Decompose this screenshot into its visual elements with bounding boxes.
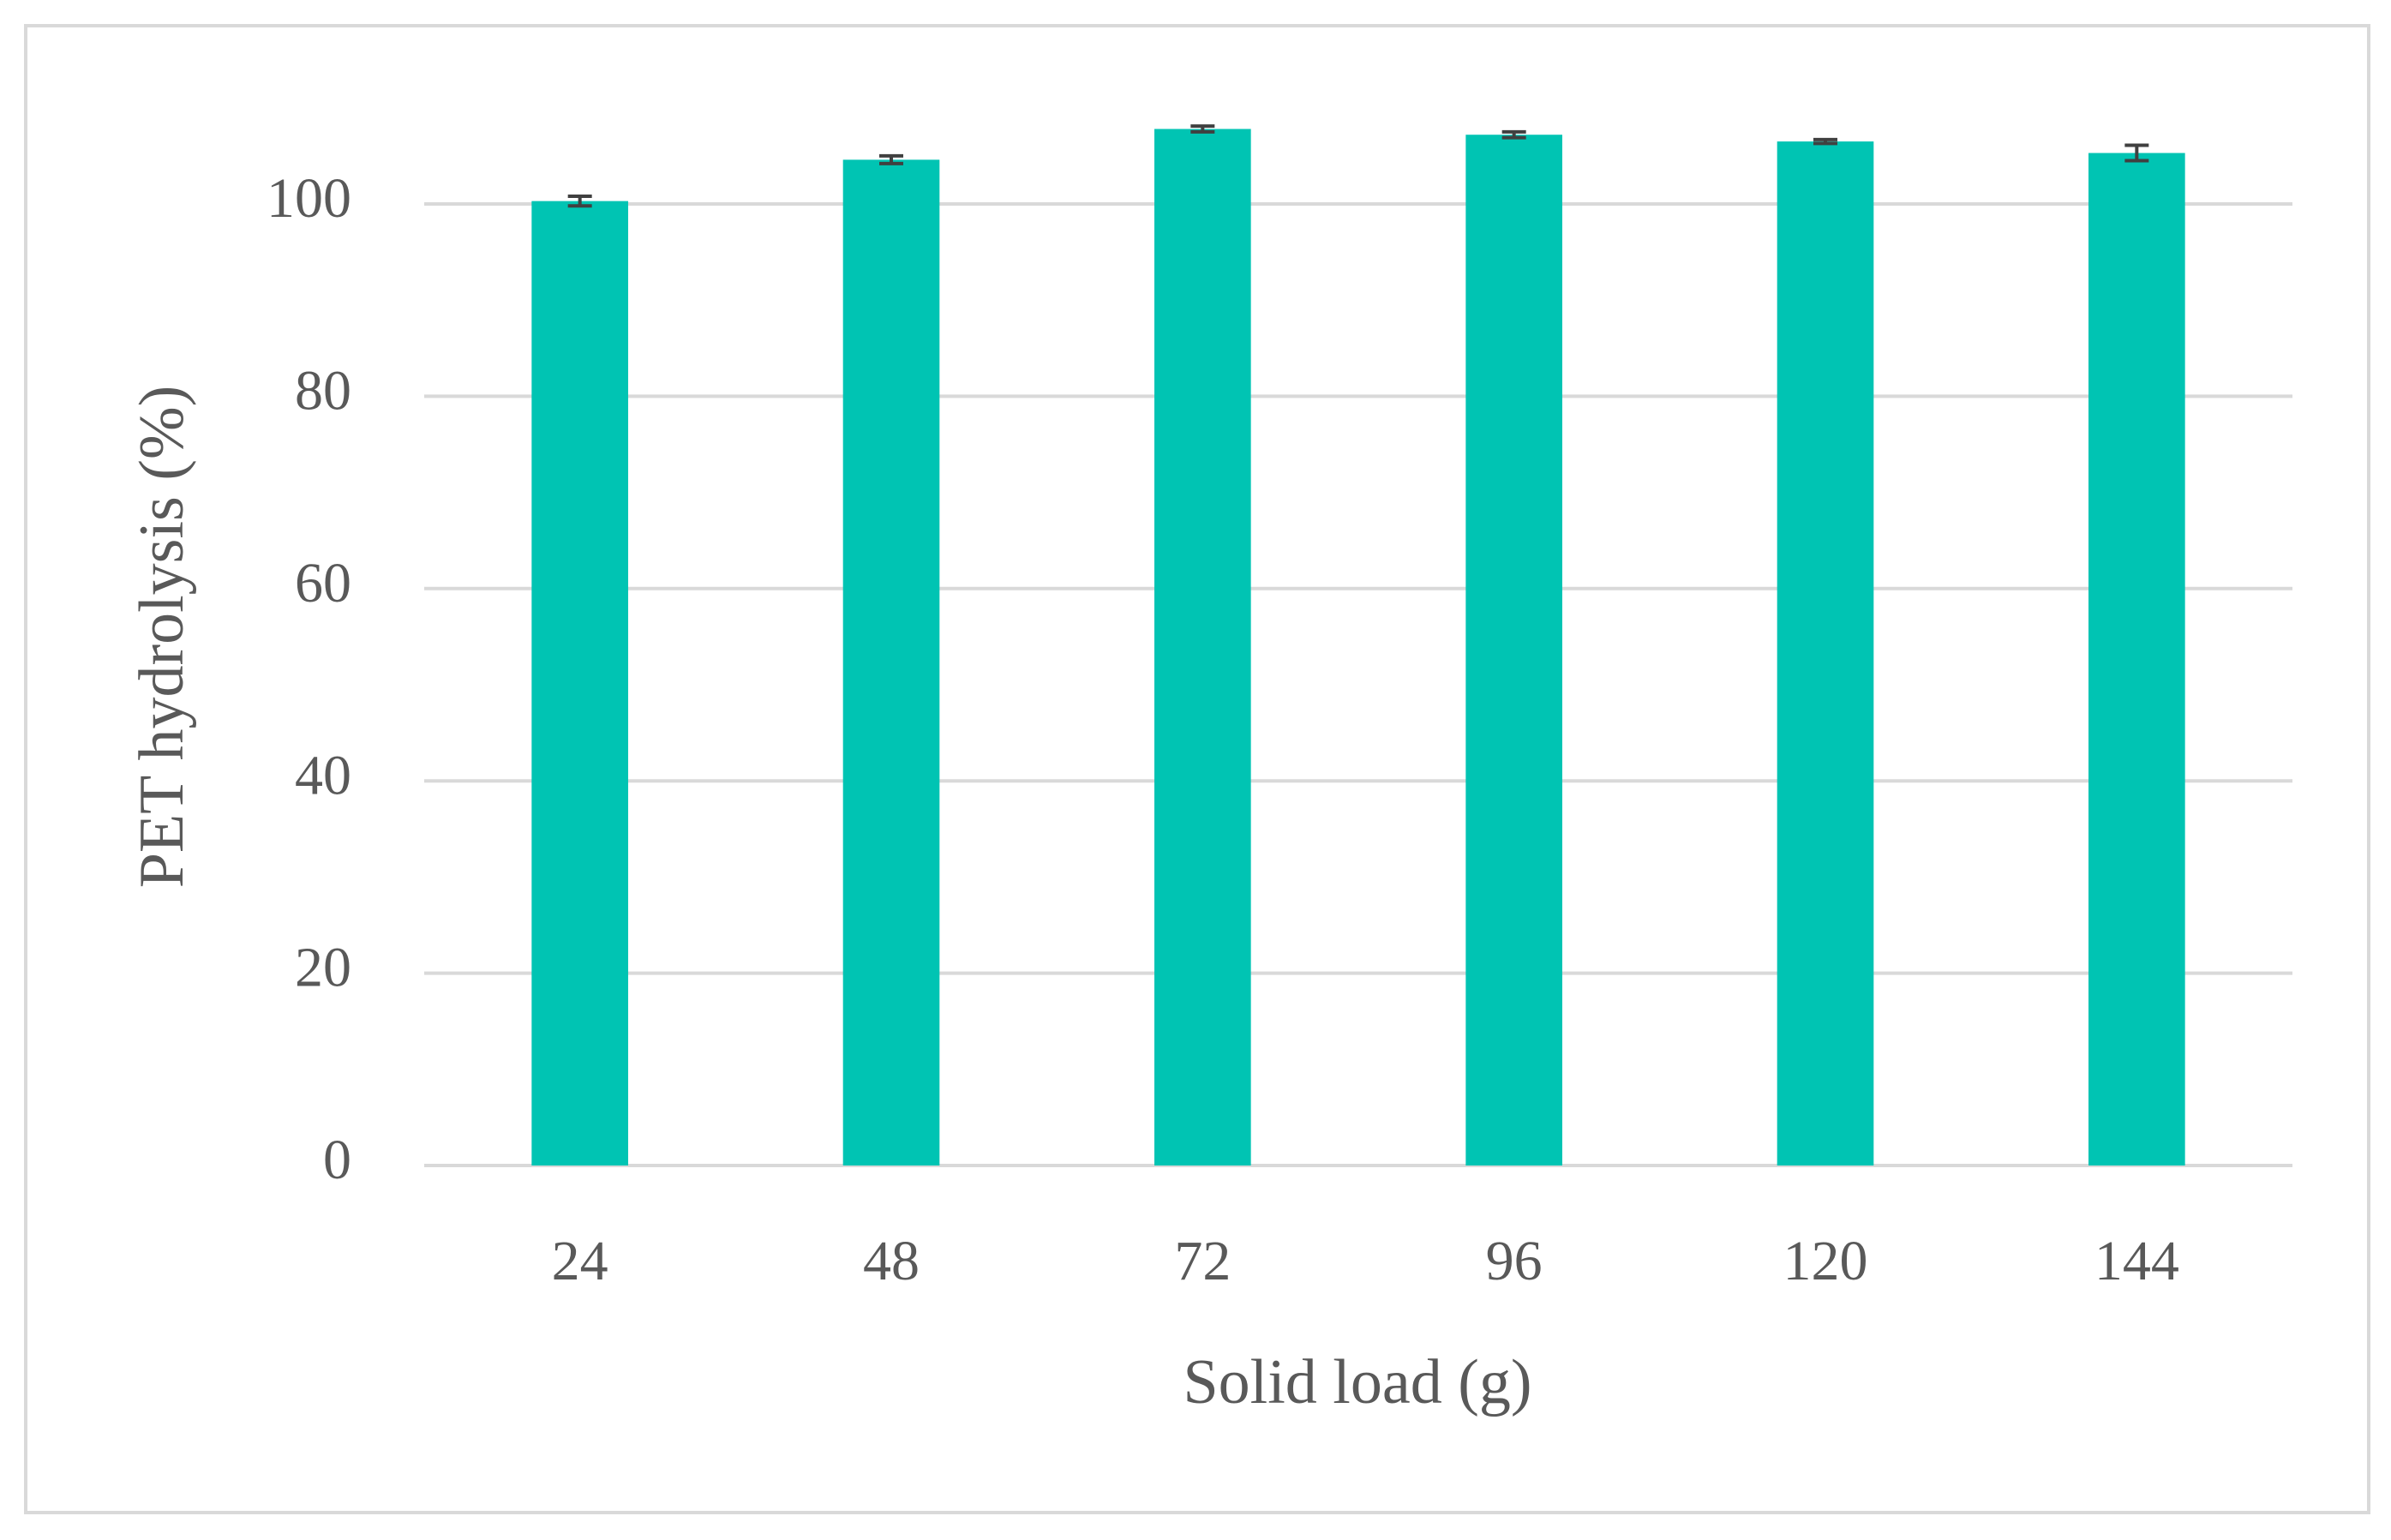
x-tick-label: 24 bbox=[552, 1230, 608, 1292]
x-tick-label: 120 bbox=[1783, 1230, 1868, 1292]
y-tick-label: 20 bbox=[295, 937, 351, 999]
error-bar bbox=[2124, 143, 2149, 163]
x-tick-label: 144 bbox=[2094, 1230, 2179, 1292]
error-bar bbox=[567, 195, 592, 208]
bar bbox=[1154, 129, 1251, 1165]
marks bbox=[531, 124, 2185, 1166]
bar bbox=[1777, 141, 1874, 1165]
y-tick-label: 0 bbox=[323, 1129, 351, 1191]
x-tick-label: 96 bbox=[1486, 1230, 1543, 1292]
grid bbox=[424, 202, 2292, 1167]
y-tick-label: 60 bbox=[295, 552, 351, 614]
error-bar bbox=[1813, 137, 1837, 146]
y-tick-label: 40 bbox=[295, 744, 351, 806]
y-tick-label: 100 bbox=[267, 167, 351, 230]
error-bar bbox=[1190, 124, 1215, 134]
x-tick-label: 72 bbox=[1174, 1230, 1231, 1292]
x-tick-label: 48 bbox=[863, 1230, 920, 1292]
bar bbox=[842, 159, 940, 1166]
error-bar bbox=[1501, 129, 1526, 140]
bar bbox=[2088, 153, 2185, 1166]
y-tick-label: 80 bbox=[295, 360, 351, 422]
bar bbox=[1465, 135, 1562, 1165]
x-axis-title: Solid load (g) bbox=[1184, 1347, 1532, 1417]
bar bbox=[531, 201, 628, 1165]
error-bar bbox=[879, 153, 903, 165]
y-axis-title: PET hydrolysis (%) bbox=[127, 386, 197, 889]
